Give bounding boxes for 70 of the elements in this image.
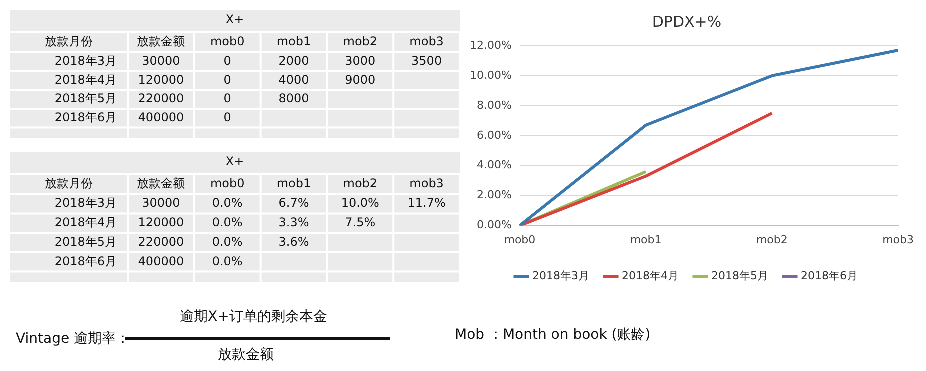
x-tick-label: 放款金额 [137, 34, 186, 49]
data-label: 9000 [345, 72, 376, 87]
data-label: 0.0% [212, 196, 243, 210]
data-label: 8000 [278, 92, 310, 106]
chart-title: X+ [226, 154, 244, 168]
y-tick-label: 4.00% [476, 158, 512, 172]
x-tick-label: mob1 [276, 176, 312, 191]
y-tick-label: 12.00% [470, 38, 512, 52]
y-tick-label: 2018年6月 [54, 254, 118, 268]
legend-label: 2018年5月 [712, 269, 768, 282]
data-label: 30000 [142, 196, 180, 210]
data-label: 400000 [138, 110, 184, 124]
y-tick-label: 10.00% [470, 68, 512, 82]
data-label: 220000 [138, 92, 184, 106]
data-label: 0 [224, 54, 232, 68]
x-tick-label: 放款金额 [137, 176, 186, 191]
data-label: 3.6% [278, 234, 310, 249]
data-label: 220000 [138, 234, 184, 249]
data-label: 0.0% [212, 254, 243, 268]
data-label: 0.0% [212, 216, 243, 230]
x-tick-label: mob3 [410, 34, 444, 49]
text: 逾期X+订单的剩余本金 [180, 308, 328, 326]
y-tick-label: 0.00% [476, 218, 512, 232]
chart-title: DPDX+% [652, 12, 722, 31]
text: Mob ：Month on book (账龄) [455, 326, 651, 344]
data-label: 120000 [138, 72, 184, 87]
data-label: 3500 [412, 54, 442, 68]
x-tick-label: mob2 [756, 233, 788, 246]
y-axis-title: 放款月份 [45, 176, 93, 191]
data-label: 3000 [345, 54, 376, 68]
y-tick-label: 2.00% [476, 188, 512, 202]
x-tick-label: mob3 [882, 233, 914, 246]
x-tick-label: mob0 [504, 233, 536, 246]
data-label: 0 [224, 72, 232, 87]
x-tick-label: mob1 [630, 233, 662, 246]
y-tick-label: 6.00% [476, 128, 512, 142]
legend-label: 2018年6月 [800, 269, 858, 282]
x-tick-label: mob0 [210, 34, 245, 49]
y-tick-label: 2018年3月 [54, 196, 118, 210]
x-tick-label: mob1 [276, 34, 312, 49]
text: 放款金额 [218, 346, 274, 364]
data-label: 11.7% [408, 196, 446, 210]
data-label: 3.3% [278, 216, 310, 230]
y-tick-label: 8.00% [476, 98, 512, 112]
data-label: 30000 [142, 54, 180, 68]
x-tick-label: mob2 [343, 176, 378, 191]
chart-title: X+ [226, 12, 244, 26]
data-label: 400000 [138, 254, 184, 268]
data-label: 6.7% [278, 196, 310, 210]
data-label: 0 [224, 92, 232, 106]
data-label: 4000 [278, 72, 310, 87]
legend-label: 2018年4月 [622, 269, 680, 282]
y-tick-label: 2018年5月 [54, 234, 118, 249]
data-label: 7.5% [345, 216, 376, 230]
data-label: 2000 [278, 54, 310, 68]
y-tick-label: 2018年5月 [54, 92, 118, 106]
y-tick-label: 2018年6月 [54, 110, 118, 124]
x-tick-label: mob0 [210, 176, 245, 191]
data-label: 120000 [138, 216, 184, 230]
data-label: 10.0% [341, 196, 380, 210]
y-axis-title: 放款月份 [45, 34, 93, 49]
y-tick-label: 2018年4月 [54, 216, 118, 230]
x-tick-label: mob2 [343, 34, 378, 49]
data-label: 0.0% [212, 234, 243, 249]
x-tick-label: mob3 [410, 176, 444, 191]
legend-label: 2018年3月 [532, 269, 590, 282]
y-tick-label: 2018年3月 [54, 54, 118, 68]
y-tick-label: 2018年4月 [54, 72, 118, 87]
text: Vintage 逾期率： [16, 330, 130, 348]
data-label: 0 [224, 110, 232, 124]
